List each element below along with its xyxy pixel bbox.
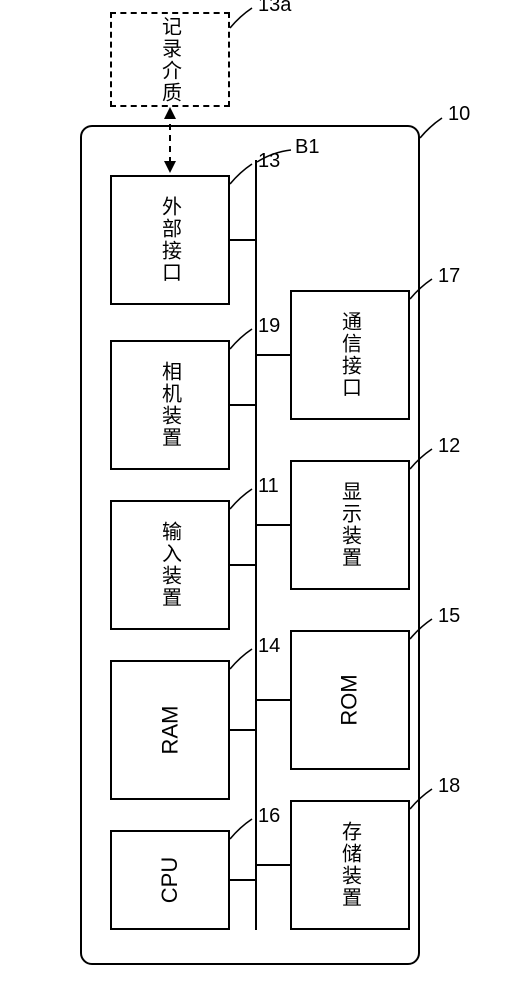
stub-storage [255, 864, 290, 866]
leader-12 [408, 443, 438, 473]
ref-16: 16 [258, 805, 280, 828]
node-rom-label: ROM [337, 674, 363, 725]
node-display: 显示装置 [290, 460, 410, 590]
ref-18: 18 [438, 775, 460, 798]
stub-cpu [230, 879, 257, 881]
leader-13 [228, 158, 258, 188]
ref-b1: B1 [295, 136, 319, 159]
stub-comm [255, 354, 290, 356]
node-external-media: 记录介质 [110, 12, 230, 107]
node-ram-label: RAM [157, 706, 183, 755]
node-rom: ROM [290, 630, 410, 770]
leader-10 [418, 112, 448, 142]
node-cpu-label: CPU [157, 857, 183, 903]
ref-19: 19 [258, 315, 280, 338]
node-external-interface: 外部接口 [110, 175, 230, 305]
stub-camera [230, 404, 257, 406]
stub-input [230, 564, 257, 566]
node-ram: RAM [110, 660, 230, 800]
node-storage: 存储装置 [290, 800, 410, 930]
leader-17 [408, 273, 438, 303]
node-input: 输入装置 [110, 500, 230, 630]
node-display-label: 显示装置 [336, 481, 365, 569]
node-cpu: CPU [110, 830, 230, 930]
leader-13a [228, 2, 258, 32]
node-external-media-label: 记录介质 [156, 16, 185, 104]
ref-14: 14 [258, 635, 280, 658]
leader-11 [228, 483, 258, 513]
leader-14 [228, 643, 258, 673]
leader-18 [408, 783, 438, 813]
node-comm-label: 通信接口 [336, 311, 365, 399]
node-camera-label: 相机装置 [156, 361, 185, 449]
node-input-label: 输入装置 [156, 521, 185, 609]
ref-13: 13 [258, 150, 280, 173]
diagram-canvas: 记录介质 13a 10 B1 外部接口 13 相机装置 19 [0, 0, 532, 1000]
leader-16 [228, 813, 258, 843]
leader-15 [408, 613, 438, 643]
node-camera: 相机装置 [110, 340, 230, 470]
node-storage-label: 存储装置 [336, 821, 365, 909]
node-external-interface-label: 外部接口 [156, 196, 185, 284]
ref-17: 17 [438, 265, 460, 288]
node-comm: 通信接口 [290, 290, 410, 420]
stub-ram [230, 729, 257, 731]
stub-display [255, 524, 290, 526]
ref-11: 11 [258, 475, 279, 498]
ref-13a: 13a [258, 0, 291, 17]
leader-19 [228, 323, 258, 353]
ref-15: 15 [438, 605, 460, 628]
ref-10: 10 [448, 103, 470, 126]
stub-rom [255, 699, 290, 701]
ref-12: 12 [438, 435, 460, 458]
stub-extif [230, 239, 257, 241]
